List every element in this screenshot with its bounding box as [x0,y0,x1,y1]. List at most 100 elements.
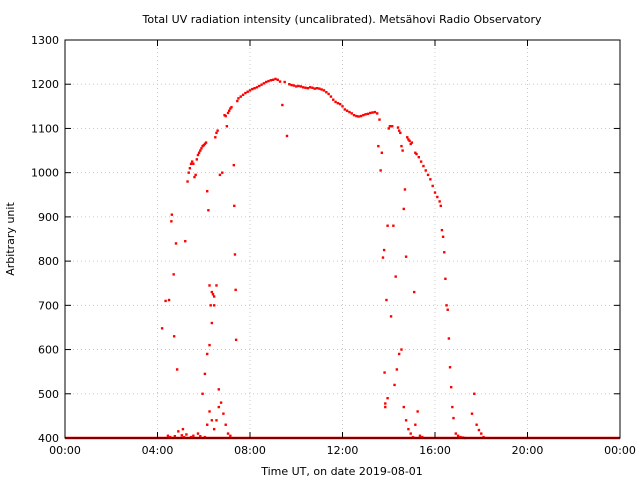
data-point [394,275,397,278]
data-point [229,107,232,110]
data-point [226,111,230,115]
data-point [355,114,358,118]
data-point [412,290,416,294]
data-point [160,327,164,330]
data-point [480,432,483,435]
data-point [381,256,385,259]
data-point [386,397,389,400]
data-point [410,141,414,144]
data-point [200,147,203,150]
data-point [175,368,179,371]
data-point [392,224,395,227]
data-point [422,164,425,168]
data-point [211,293,215,296]
data-point [202,144,205,147]
data-point [352,113,356,117]
data-point [203,142,207,146]
data-point [406,136,409,139]
x-tick-label: 12:00 [327,444,359,457]
data-point [385,298,388,302]
data-point [397,352,401,356]
data-point [212,304,216,307]
data-point [276,78,279,81]
data-point [456,434,460,437]
data-point [224,423,227,426]
data-point [338,102,342,106]
data-point [404,419,408,422]
data-point [253,87,256,90]
data-point [419,160,423,163]
data-point [369,111,372,115]
data-point [403,188,407,191]
data-point [288,83,291,86]
data-point [320,88,323,91]
data-point [433,191,437,194]
data-point [210,290,214,294]
data-point [350,112,353,115]
data-point [290,83,293,87]
data-point [189,162,193,166]
x-tick-label: 00:00 [604,444,636,457]
data-point [414,423,417,426]
data-point [292,84,296,87]
data-point [391,125,394,128]
data-point [424,169,427,172]
data-point [387,127,390,130]
y-tick-label: 900 [38,211,59,224]
data-point [447,337,451,340]
data-point [334,100,337,104]
data-point [441,235,445,238]
data-point [167,298,171,302]
data-point [194,173,197,177]
data-point [212,295,216,298]
data-point [332,98,335,101]
data-point [206,352,209,356]
data-point [187,171,190,174]
data-point [209,304,212,307]
data-point [251,87,254,91]
x-axis: 00:00 04:00 08:00 12:00 16:00 20:00 00:00 [49,40,636,457]
grid [65,40,620,438]
data-point [212,427,216,431]
data-point [181,427,185,431]
data-point [230,106,233,109]
x-tick-label: 16:00 [419,444,451,457]
data-point [440,228,444,232]
data-point [475,423,478,426]
data-point [172,335,176,338]
data-point [215,284,218,287]
data-point [436,195,439,199]
data-point [396,126,400,129]
data-point [203,435,207,439]
data-point [269,79,273,82]
data-point [217,388,220,391]
data-point [227,109,231,112]
y-tick-label: 1300 [31,34,59,47]
data-point [186,180,189,183]
data-point [418,434,422,437]
data-point [299,85,303,88]
data-point [199,435,202,438]
y-tick-label: 500 [38,388,59,401]
data-point [448,366,452,369]
data-point [439,204,442,208]
data-point [173,435,177,438]
data-point [378,118,381,121]
data-point [382,248,386,252]
data-point [366,112,370,116]
data-point [189,435,193,439]
data-point [285,134,289,138]
data-point [210,321,214,325]
data-point [444,277,447,280]
data-point [174,242,178,245]
data-point [225,125,229,128]
y-tick-label: 1000 [31,167,59,180]
data-point [362,113,365,117]
y-tick-label: 800 [38,255,59,268]
data-point [359,114,363,118]
y-axis-label: Arbitrary unit [4,202,17,276]
data-point [226,432,230,435]
data-point [393,383,396,387]
data-point [459,435,462,439]
data-point [234,288,237,292]
